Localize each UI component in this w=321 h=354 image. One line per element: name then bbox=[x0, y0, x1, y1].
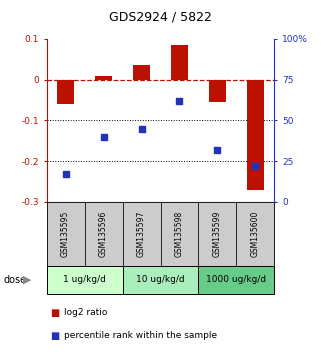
FancyBboxPatch shape bbox=[47, 202, 84, 266]
Bar bbox=[171, 45, 188, 80]
Point bbox=[253, 163, 258, 169]
FancyBboxPatch shape bbox=[198, 202, 237, 266]
Text: GSM135600: GSM135600 bbox=[251, 210, 260, 257]
FancyBboxPatch shape bbox=[237, 202, 274, 266]
Bar bbox=[57, 80, 74, 104]
Text: GSM135597: GSM135597 bbox=[137, 210, 146, 257]
FancyBboxPatch shape bbox=[198, 266, 274, 294]
Text: GSM135596: GSM135596 bbox=[99, 210, 108, 257]
Text: ■: ■ bbox=[50, 308, 59, 318]
Text: GDS2924 / 5822: GDS2924 / 5822 bbox=[109, 11, 212, 24]
Text: ▶: ▶ bbox=[23, 275, 31, 285]
Bar bbox=[247, 80, 264, 190]
Bar bbox=[95, 75, 112, 80]
FancyBboxPatch shape bbox=[160, 202, 198, 266]
Text: GSM135599: GSM135599 bbox=[213, 210, 222, 257]
Point bbox=[177, 98, 182, 104]
Text: GSM135598: GSM135598 bbox=[175, 211, 184, 257]
Text: 1000 ug/kg/d: 1000 ug/kg/d bbox=[206, 275, 266, 284]
Point bbox=[63, 171, 68, 177]
FancyBboxPatch shape bbox=[123, 266, 198, 294]
FancyBboxPatch shape bbox=[123, 202, 160, 266]
Point bbox=[101, 134, 106, 139]
Text: log2 ratio: log2 ratio bbox=[64, 308, 108, 317]
Bar bbox=[133, 65, 150, 80]
FancyBboxPatch shape bbox=[84, 202, 123, 266]
Text: GSM135595: GSM135595 bbox=[61, 210, 70, 257]
Point bbox=[215, 147, 220, 153]
Text: 10 ug/kg/d: 10 ug/kg/d bbox=[136, 275, 185, 284]
Text: 1 ug/kg/d: 1 ug/kg/d bbox=[63, 275, 106, 284]
FancyBboxPatch shape bbox=[47, 266, 123, 294]
Bar bbox=[209, 80, 226, 102]
Point bbox=[139, 126, 144, 131]
Text: dose: dose bbox=[3, 275, 26, 285]
Text: percentile rank within the sample: percentile rank within the sample bbox=[64, 331, 217, 340]
Text: ■: ■ bbox=[50, 331, 59, 341]
